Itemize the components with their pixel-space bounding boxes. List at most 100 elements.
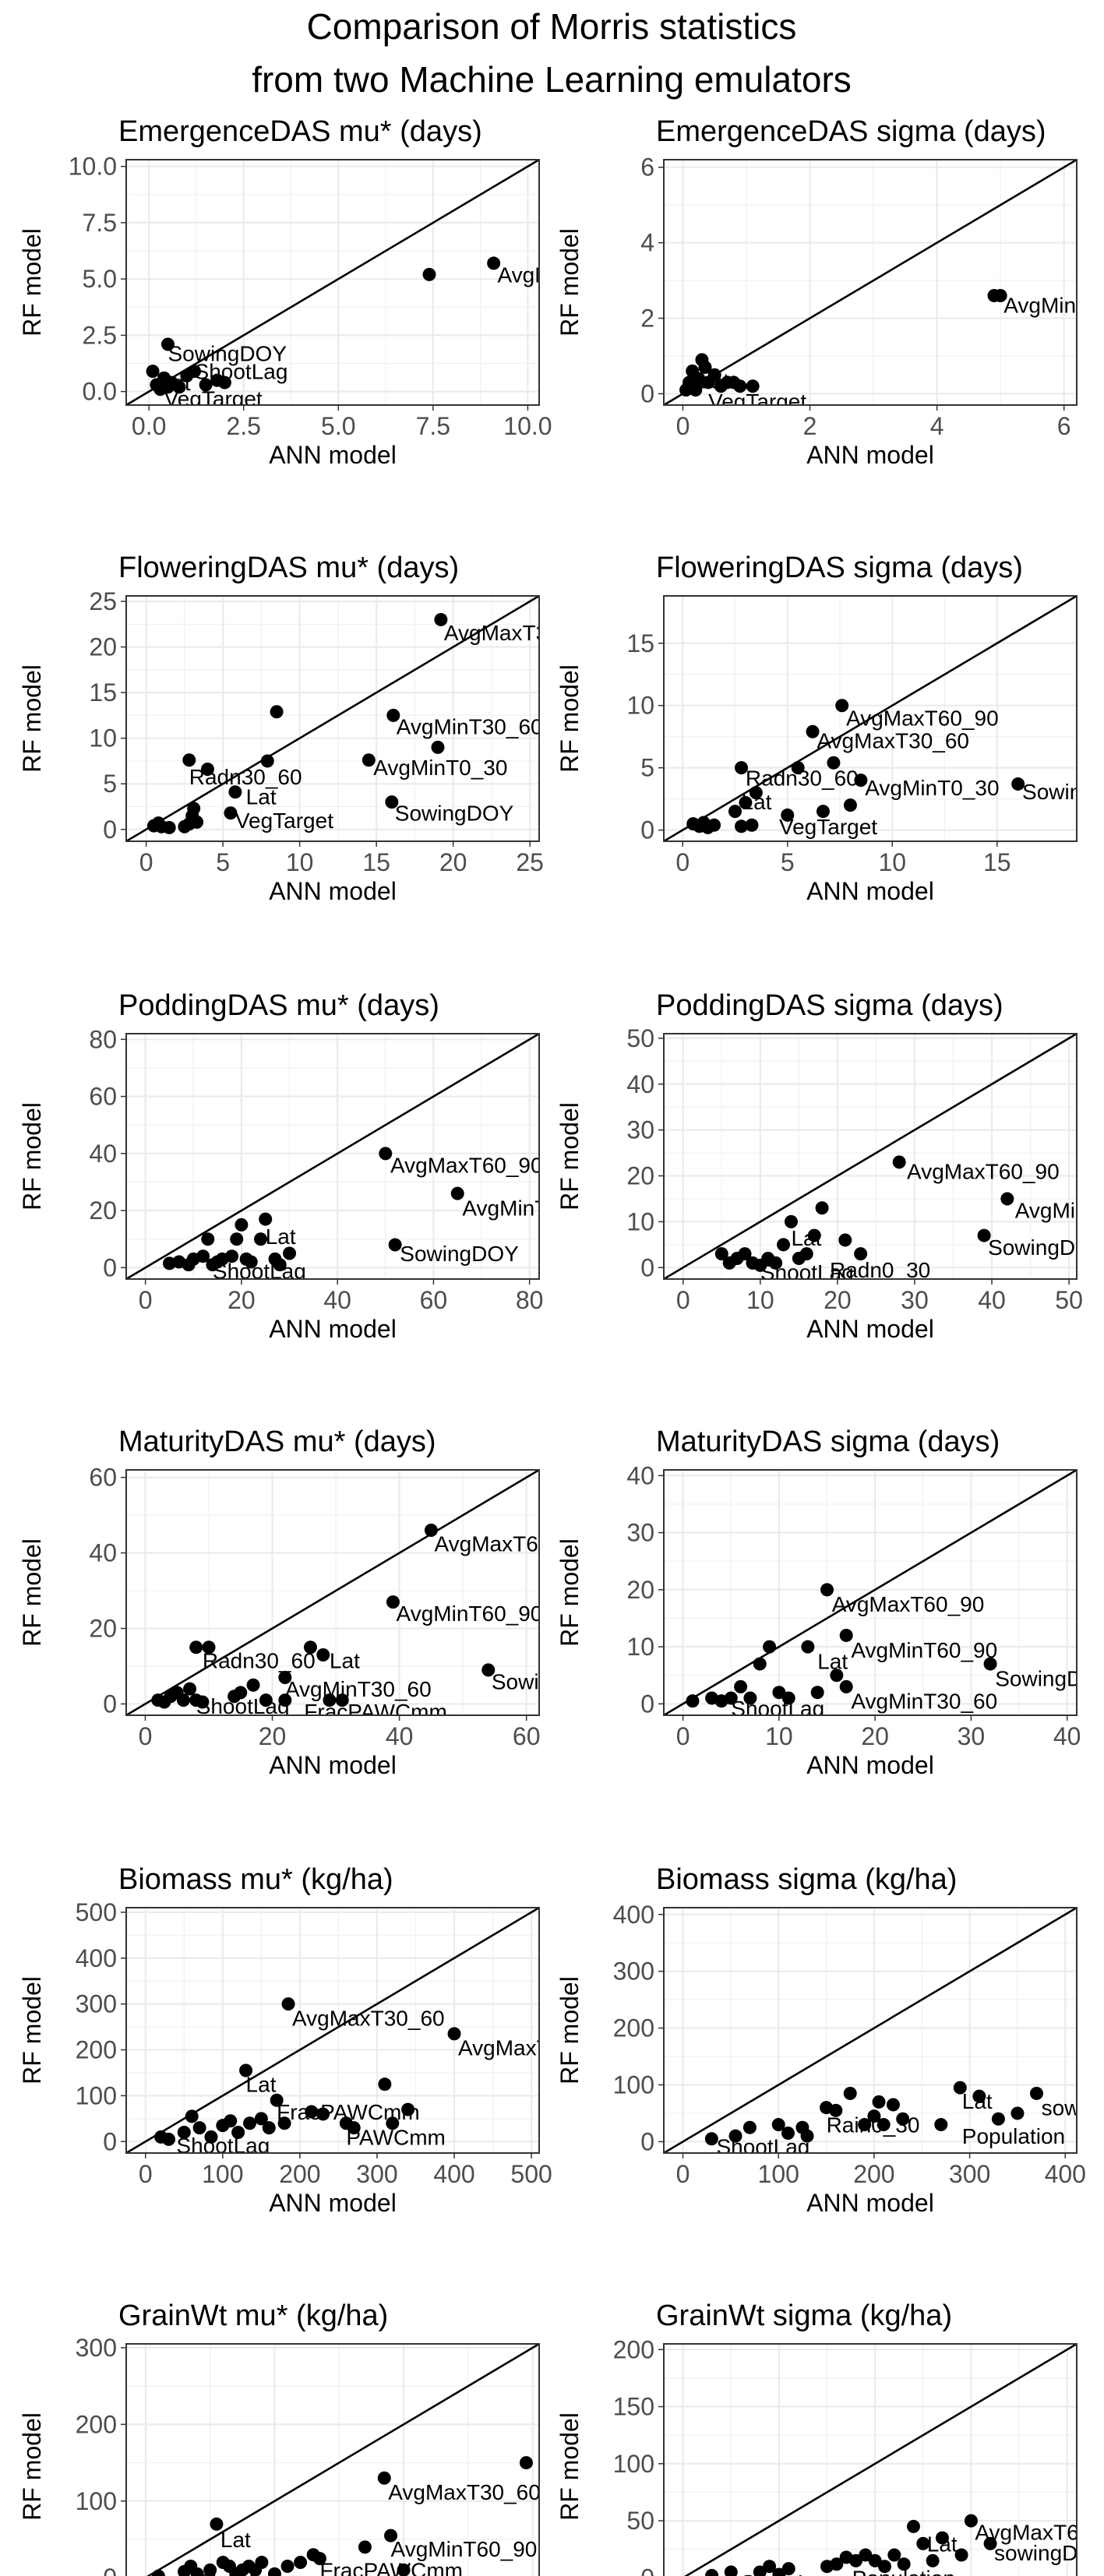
y-axis-label: RF model: [556, 2412, 584, 2521]
x-axis-label: ANN model: [269, 1315, 397, 1343]
data-point: [705, 2568, 719, 2576]
point-label: AvgMaxT0_30: [458, 2036, 598, 2060]
point-label: AvgMaxT60_90: [975, 2521, 1104, 2545]
data-point: [190, 815, 204, 829]
data-point: [161, 2132, 175, 2146]
point-label: Lat: [330, 1649, 360, 1673]
x-tick-label: 0: [139, 2160, 153, 2188]
data-point: [954, 2548, 968, 2562]
panel-title: PoddingDAS mu* (days): [118, 989, 439, 1022]
x-axis-label: ANN model: [269, 1751, 397, 1779]
data-point: [784, 1214, 798, 1228]
data-point: [769, 1256, 783, 1270]
plot-area: Lat ShootLag AvgMaxT60_90 AvgMinT0_30 Sowing…: [126, 1034, 539, 1279]
x-tick-label: 15: [983, 848, 1011, 876]
x-tick-label: 0: [676, 412, 690, 440]
scatter-panel: 00 10 10 20 20 30 30 40 40 50 50 Lat ShootLagRadn0_3…: [556, 989, 1104, 1343]
y-axis-label: RF model: [556, 1538, 584, 1647]
point-label: AvgMinT0_30: [1015, 1199, 1104, 1223]
data-point: [781, 2126, 795, 2140]
data-point: [172, 380, 186, 394]
data-point: [312, 2552, 326, 2566]
data-point: [185, 2109, 199, 2123]
data-point: [254, 2112, 268, 2126]
x-tick-label: 60: [420, 1286, 448, 1314]
data-point: [447, 2027, 461, 2041]
x-axis-label: ANN model: [269, 2189, 397, 2217]
data-point: [176, 1693, 190, 1707]
data-point: [738, 1247, 752, 1261]
scatter-panel: 00 100 100 200 200 300 300 400 400 ShootLag Rain0_…: [556, 1863, 1086, 2217]
data-point: [267, 2567, 281, 2576]
point-label: AvgMaxT60_90: [907, 1160, 1060, 1184]
data-point: [887, 2548, 901, 2562]
y-tick-label: 300: [76, 1990, 117, 2018]
x-tick-label: 5.0: [321, 412, 355, 440]
data-point: [807, 1228, 821, 1242]
y-tick-label: 0: [640, 2564, 654, 2576]
y-tick-label: 20: [626, 1576, 654, 1604]
data-point: [868, 2553, 882, 2567]
data-point: [243, 2116, 257, 2130]
scatter-panel: 00 100 100 200 200 300 300 400 400 500 500 Lat Shoot…: [18, 1863, 598, 2217]
y-tick-label: 30: [626, 1519, 654, 1547]
x-tick-label: 10: [746, 1286, 774, 1314]
data-point: [189, 1640, 203, 1654]
data-point: [217, 375, 231, 389]
data-point: [196, 1249, 210, 1263]
panel-border: [663, 2343, 1078, 2576]
point-label: Lat: [266, 1225, 296, 1249]
panel-title: FloweringDAS mu* (days): [118, 551, 459, 584]
data-point: [858, 2118, 872, 2132]
data-point: [424, 1524, 438, 1538]
data-point: [763, 1640, 777, 1654]
panel-border: [125, 1469, 540, 1716]
x-tick-label: 100: [758, 2160, 799, 2188]
y-axis-label: RF model: [18, 228, 46, 337]
data-point: [362, 753, 376, 767]
x-tick-label: 25: [516, 848, 544, 876]
data-point: [714, 1247, 728, 1261]
data-point: [255, 2556, 269, 2570]
data-point: [835, 699, 849, 713]
data-point: [273, 1258, 287, 1272]
point-label: AvgMaxT60_90: [846, 707, 999, 731]
y-axis-label: RF model: [18, 1538, 46, 1647]
point-label: VegTarget: [708, 389, 806, 414]
data-point: [379, 1147, 393, 1161]
x-tick-label: 10: [286, 848, 314, 876]
data-point: [1011, 2106, 1025, 2120]
data-point: [177, 2126, 191, 2140]
data-point: [993, 288, 1007, 302]
x-tick-label: 10.0: [503, 412, 552, 440]
x-tick-label: 0: [676, 1286, 690, 1314]
scatter-panel: 00 10 10 20 20 30 30 40 40 ShootLag Lat AvgMaxT60_9…: [556, 1425, 1081, 1779]
y-tick-label: 500: [76, 1898, 117, 1926]
data-point: [487, 256, 501, 270]
data-point: [1011, 777, 1025, 791]
point-label: AvgMinT0_30: [373, 756, 507, 780]
point-label: VegTarget: [164, 386, 263, 411]
scatter-panel: 0.00.02.52.55.05.07.57.510.010.0SowingDO…: [18, 115, 552, 469]
data-point: [190, 2567, 204, 2576]
data-point: [829, 2103, 843, 2117]
scatter-panel: 00 20 20 40 40 60 60 80 80 Lat ShootLag AvgMaxT60_9…: [18, 989, 543, 1343]
x-tick-label: 2.5: [226, 412, 260, 440]
plot-area: ShootLag Lat AvgMaxT60_90 AvgMinT60_90 AvgMi…: [664, 1470, 1077, 1715]
panel-title: Biomass mu* (kg/ha): [118, 1863, 393, 1896]
data-point: [234, 1686, 248, 1700]
x-axis-label: ANN model: [269, 441, 397, 469]
x-tick-label: 0: [676, 1722, 690, 1750]
data-point: [916, 2536, 930, 2550]
data-point: [187, 802, 201, 816]
point-label: Radn30_60: [746, 766, 859, 790]
panel-title: EmergenceDAS mu* (days): [118, 115, 482, 148]
data-point: [746, 379, 760, 393]
data-point: [431, 740, 445, 754]
point-label: AvgMinT30_60: [851, 1690, 997, 1714]
y-tick-label: 200: [76, 2410, 117, 2438]
